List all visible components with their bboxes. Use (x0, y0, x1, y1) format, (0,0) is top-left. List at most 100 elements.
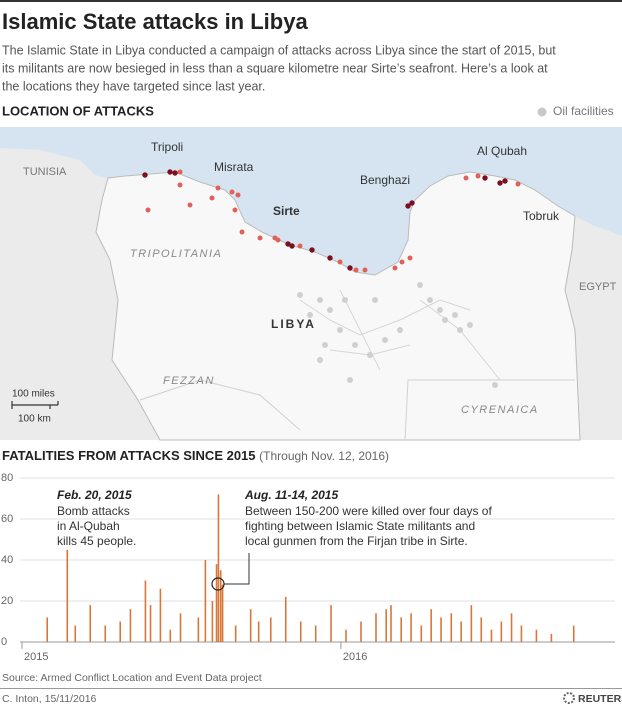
attack-dot (172, 170, 178, 176)
y-tick-label: 0 (1, 636, 7, 648)
attack-dot (327, 255, 333, 261)
subtitle-line: its militants are now besieged in less t… (2, 61, 548, 75)
bar (249, 609, 252, 642)
oil-facility (317, 357, 323, 363)
bar (149, 605, 152, 642)
footer-rule (0, 688, 622, 689)
oil-facility (382, 337, 388, 343)
y-tick-label: 80 (1, 472, 13, 484)
oil-facility (492, 382, 498, 388)
oil-facility (322, 342, 328, 348)
map-label: Misrata (214, 160, 254, 174)
attack-dot (347, 265, 353, 271)
bar (480, 617, 483, 642)
scale-label: 100 miles (12, 389, 55, 400)
bar (46, 617, 49, 642)
bar (104, 625, 107, 642)
bar (550, 633, 553, 642)
bar (450, 613, 453, 642)
map-label: Sirte (273, 204, 300, 218)
bar (440, 617, 442, 642)
annotation-text: fighting between Islamic State militants… (245, 519, 475, 533)
bar (215, 564, 218, 642)
bar (520, 625, 523, 642)
oil-facility (457, 327, 463, 333)
attack-dot (337, 259, 343, 265)
bar (345, 629, 347, 642)
bar (510, 613, 513, 642)
oil-facility (372, 297, 378, 303)
y-tick-label: 20 (1, 595, 13, 607)
bar (66, 549, 69, 642)
chart-subtitle: (Through Nov. 12, 2016) (259, 449, 389, 463)
chart: 0 20 40 60 80 2015 2016 Feb. 20, 2015 Bomb attac… (1, 472, 615, 663)
map-label: CYRENAICA (461, 404, 539, 416)
annotation-text: in Al-Qubah (57, 519, 120, 533)
bar (119, 621, 122, 642)
oil-facility (297, 292, 303, 298)
attack-dots (142, 169, 521, 388)
attack-dot (209, 195, 215, 201)
oil-facility (347, 377, 353, 383)
attack-dot (353, 267, 359, 273)
credit: C. Inton, 15/11/2016 (2, 693, 97, 705)
bar (219, 570, 222, 642)
bar (390, 605, 392, 642)
bar (535, 629, 538, 642)
attack-dot (482, 175, 488, 181)
oil-facility (367, 352, 373, 358)
bar (197, 617, 200, 642)
attack-dot (285, 241, 291, 247)
attack-dot (309, 247, 315, 253)
region-border (139, 379, 575, 441)
brand-logo (563, 692, 575, 704)
source: Source: Armed Conflict Location and Even… (2, 672, 262, 684)
oil-facility (417, 282, 423, 288)
attack-dot (407, 255, 413, 261)
bar (572, 625, 575, 642)
bar (299, 621, 302, 642)
map-label: Tobruk (523, 209, 560, 223)
oil-facility (342, 297, 348, 303)
bar (330, 605, 332, 642)
y-tick-label: 40 (1, 554, 13, 566)
map-label: Tripoli (151, 140, 183, 154)
bar (179, 613, 182, 642)
attack-dot (399, 259, 405, 265)
bar (217, 494, 220, 642)
bar (159, 588, 162, 642)
oil-facility (307, 312, 313, 318)
bar (129, 609, 132, 642)
attack-dot (297, 243, 303, 249)
oil-facility (327, 307, 333, 313)
attack-dot (187, 202, 193, 208)
bar (420, 625, 423, 642)
attack-dot (142, 172, 148, 178)
bar (89, 605, 92, 642)
bar (500, 621, 503, 642)
bar (375, 613, 377, 642)
bar (221, 584, 224, 642)
map-label: EGYPT (579, 281, 617, 293)
attack-dot (463, 175, 469, 181)
bar (410, 613, 412, 642)
attack-dot (177, 169, 183, 175)
libya (95, 171, 581, 441)
section-title: LOCATION OF ATTACKS (2, 103, 154, 118)
attack-dot (167, 169, 173, 175)
chart-title: FATALITIES FROM ATTACKS SINCE 2015 (2, 448, 256, 463)
legend-swatch (537, 107, 547, 117)
bar (314, 625, 317, 642)
attack-dot (392, 265, 398, 271)
bar (470, 605, 473, 642)
map-label: Benghazi (360, 173, 410, 187)
subtitle-line: the locations they have targeted since l… (2, 79, 265, 93)
attack-dot (515, 181, 521, 187)
annotation-title: Aug. 11-14, 2015 (244, 488, 338, 502)
bar (460, 621, 462, 642)
x-tick-label: 2015 (24, 651, 48, 663)
bar (490, 629, 493, 642)
map-label: FEZZAN (163, 375, 215, 387)
pipelines (299, 289, 501, 381)
